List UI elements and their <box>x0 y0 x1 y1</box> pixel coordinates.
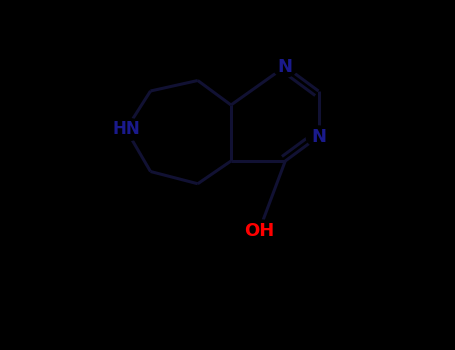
Text: OH: OH <box>244 222 274 240</box>
Text: N: N <box>278 57 293 76</box>
Ellipse shape <box>107 118 145 141</box>
Ellipse shape <box>242 220 277 242</box>
Text: HN: HN <box>112 120 140 139</box>
Ellipse shape <box>273 56 298 77</box>
Ellipse shape <box>306 126 331 147</box>
Text: N: N <box>311 127 326 146</box>
